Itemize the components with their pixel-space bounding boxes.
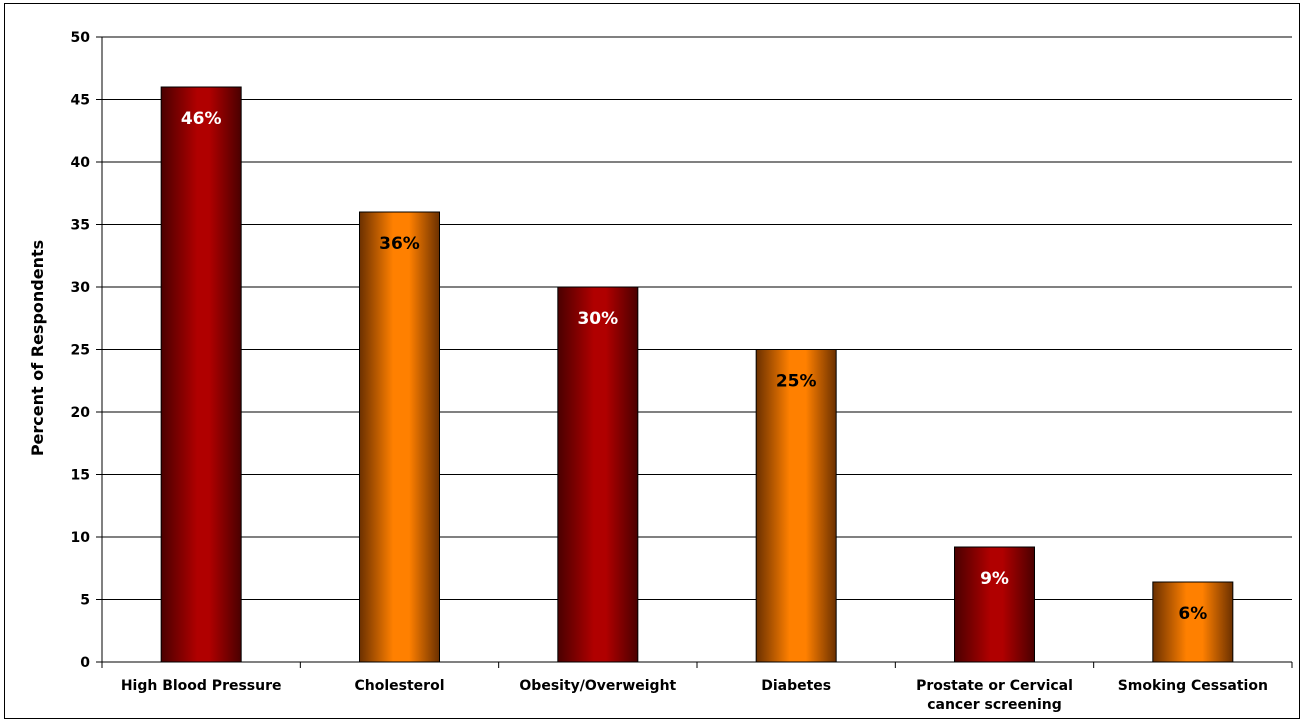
x-category-label: Cholesterol [355,678,445,694]
x-category-label: Prostate or Cervical cancer screening [916,678,1073,713]
y-axis-title: Percent of Respondents [28,240,47,456]
y-tick-label: 10 [71,530,91,546]
bar-data-label: 6% [1178,604,1207,624]
bar-data-label: 9% [980,569,1009,589]
bar [359,211,440,663]
y-tick-label: 45 [71,93,90,109]
bars [160,86,1234,663]
y-tick-label: 30 [71,280,91,296]
bar-data-label: 36% [379,234,420,254]
axes [96,36,1293,668]
y-tick-label: 0 [80,655,90,671]
x-category-label: Diabetes [761,678,831,694]
bar-data-label: 46% [181,109,222,129]
bar [755,349,837,663]
bar [1152,581,1234,663]
y-tick-label: 25 [71,343,90,359]
x-category-label: Smoking Cessation [1118,678,1268,694]
y-tick-labels: 0 5 10 15 20 25 30 35 40 45 50 [71,30,91,671]
bar [954,546,1035,663]
x-category-label: High Blood Pressure [121,678,282,694]
y-tick-label: 15 [71,468,90,484]
bar-data-label: 30% [577,309,618,329]
y-tick-label: 35 [71,218,90,234]
y-tick-label: 5 [80,593,90,609]
gridlines [102,36,1292,600]
x-category-label: Obesity/Overweight [519,678,676,694]
x-category-labels: High Blood Pressure Cholesterol Obesity/Ov… [121,678,1268,713]
bar [557,286,639,663]
y-tick-label: 50 [71,30,91,46]
y-tick-label: 40 [71,155,91,171]
bar [160,86,242,663]
bar-data-label: 25% [776,372,817,392]
data-labels: 46% 36% 30% 25% 9% 6% [181,109,1207,624]
y-tick-label: 20 [71,405,91,421]
